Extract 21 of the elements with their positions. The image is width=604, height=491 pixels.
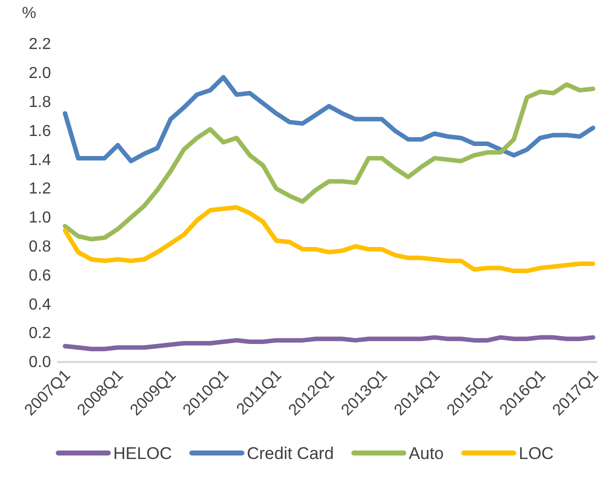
y-tick-label: 0.2 — [28, 325, 52, 342]
line-series — [62, 82, 596, 242]
line-series — [62, 74, 596, 164]
legend-label: Credit Card — [246, 444, 334, 463]
y-axis-title: % — [22, 5, 36, 22]
y-tick-label: 1.4 — [28, 152, 52, 169]
legend-label: LOC — [518, 444, 554, 463]
y-tick-label: 1.8 — [28, 94, 52, 111]
y-tick-label: 2.2 — [28, 36, 52, 54]
y-tick-label: 0.4 — [28, 296, 52, 314]
y-tick-label: 0.0 — [28, 354, 52, 372]
y-tick-label: 1.2 — [28, 180, 52, 198]
y-tick-label: 0.8 — [28, 238, 52, 256]
y-tick-label: 1.6 — [28, 122, 52, 140]
legend-label: Auto — [408, 444, 444, 463]
line-series — [62, 205, 596, 274]
y-tick-label: 2.0 — [28, 65, 52, 82]
y-tick-label: 1.0 — [28, 210, 52, 227]
y-tick-label: 0.6 — [28, 267, 52, 284]
legend-label: HELOC — [113, 444, 172, 463]
line-series — [62, 335, 596, 352]
